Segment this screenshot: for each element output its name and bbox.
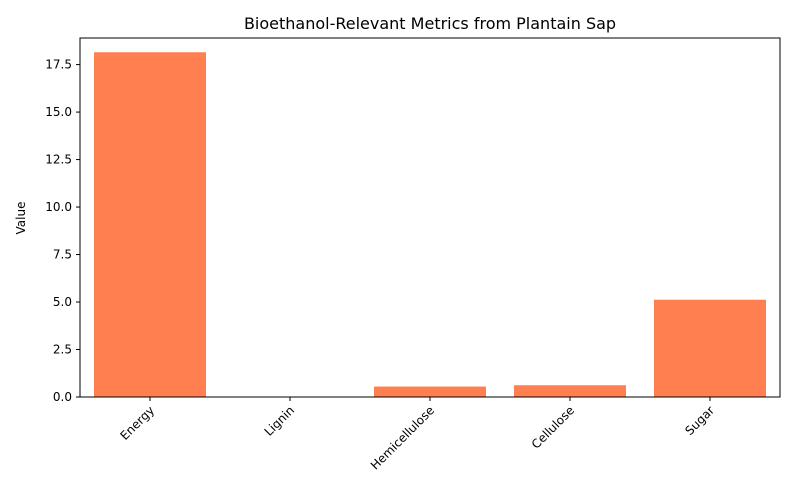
bar-cellulose <box>514 385 626 397</box>
bars-group <box>94 52 766 397</box>
y-tick-label: 0.0 <box>53 390 72 404</box>
bar-hemicellulose <box>374 387 486 397</box>
x-axis-ticks: Energy Lignin Hemicellulose Cellulose Sugar <box>118 397 718 473</box>
y-tick-label: 5.0 <box>53 295 72 309</box>
bar-energy <box>94 52 206 397</box>
x-tick-label: Lignin <box>262 403 297 438</box>
x-tick-label: Hemicellulose <box>368 403 437 472</box>
bar-sugar <box>654 300 766 397</box>
x-tick-label: Sugar <box>682 403 717 438</box>
y-tick-label: 12.5 <box>45 153 72 167</box>
chart-title: Bioethanol-Relevant Metrics from Plantai… <box>244 14 616 33</box>
y-tick-label: 15.0 <box>45 105 72 119</box>
y-tick-label: 17.5 <box>45 58 72 72</box>
y-axis-ticks: 0.0 2.5 5.0 7.5 10.0 12.5 15.0 17.5 <box>45 58 80 404</box>
y-tick-label: 7.5 <box>53 248 72 262</box>
y-tick-label: 2.5 <box>53 343 72 357</box>
y-tick-label: 10.0 <box>45 200 72 214</box>
x-tick-label: Cellulose <box>529 403 577 451</box>
x-tick-label: Energy <box>118 403 158 443</box>
y-axis-label: Value <box>14 202 28 235</box>
